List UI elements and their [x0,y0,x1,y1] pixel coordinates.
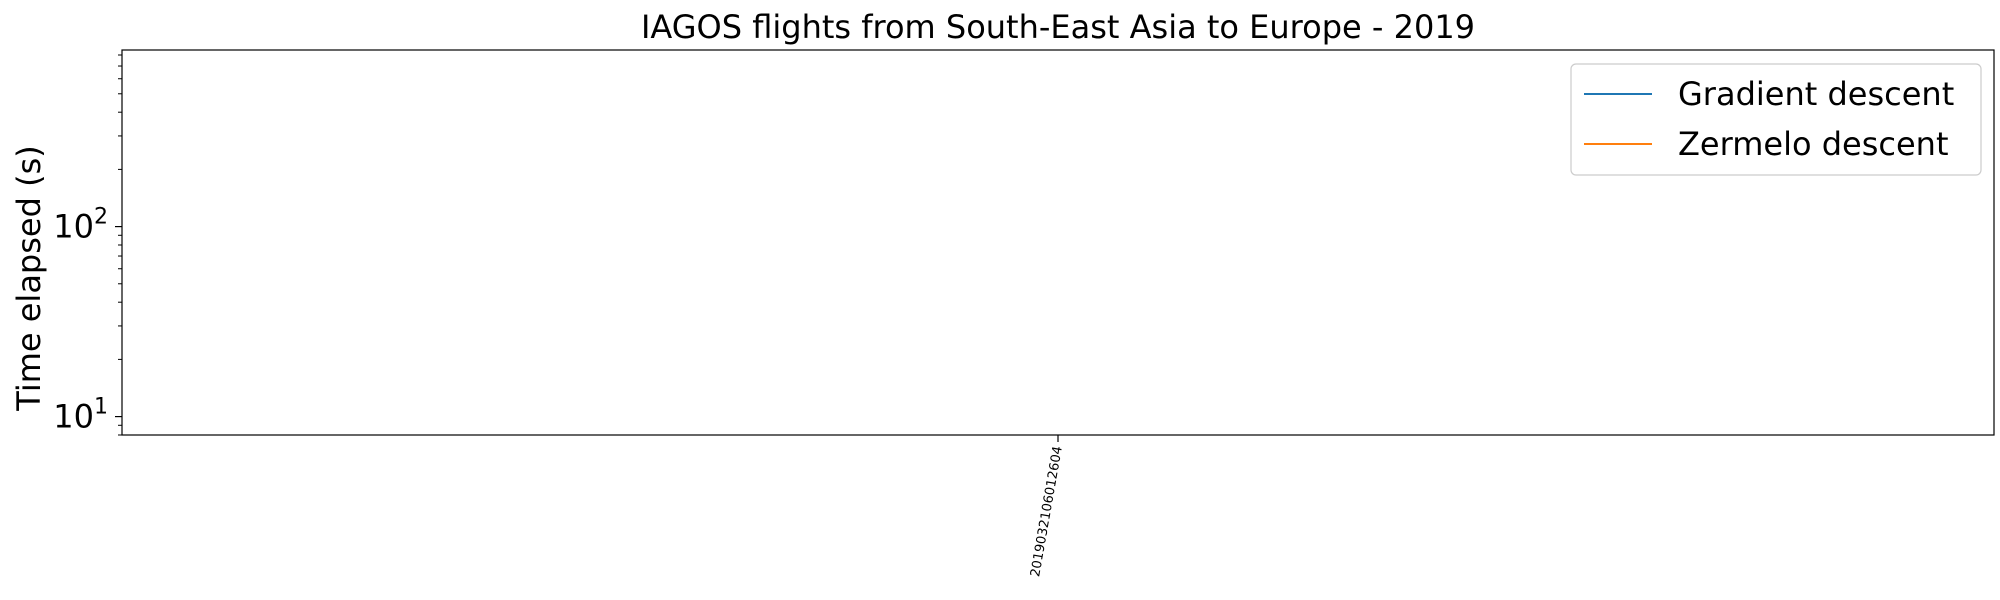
x-axis: 2019032106012604 [1028,435,1066,578]
x-tick-label: 2019032106012604 [1028,445,1066,578]
legend-label-1: Zermelo descent [1678,125,1948,163]
y-tick-label: 101 [53,395,108,436]
chart-title: IAGOS flights from South-East Asia to Eu… [641,8,1475,46]
y-tick-label: 102 [53,205,108,246]
y-axis-label: Time elapsed (s) [10,145,48,411]
y-axis: 101 102 [53,54,122,436]
legend: Gradient descent Zermelo descent [1570,63,1982,176]
legend-box [1570,63,1982,176]
legend-label-0: Gradient descent [1678,75,1954,113]
